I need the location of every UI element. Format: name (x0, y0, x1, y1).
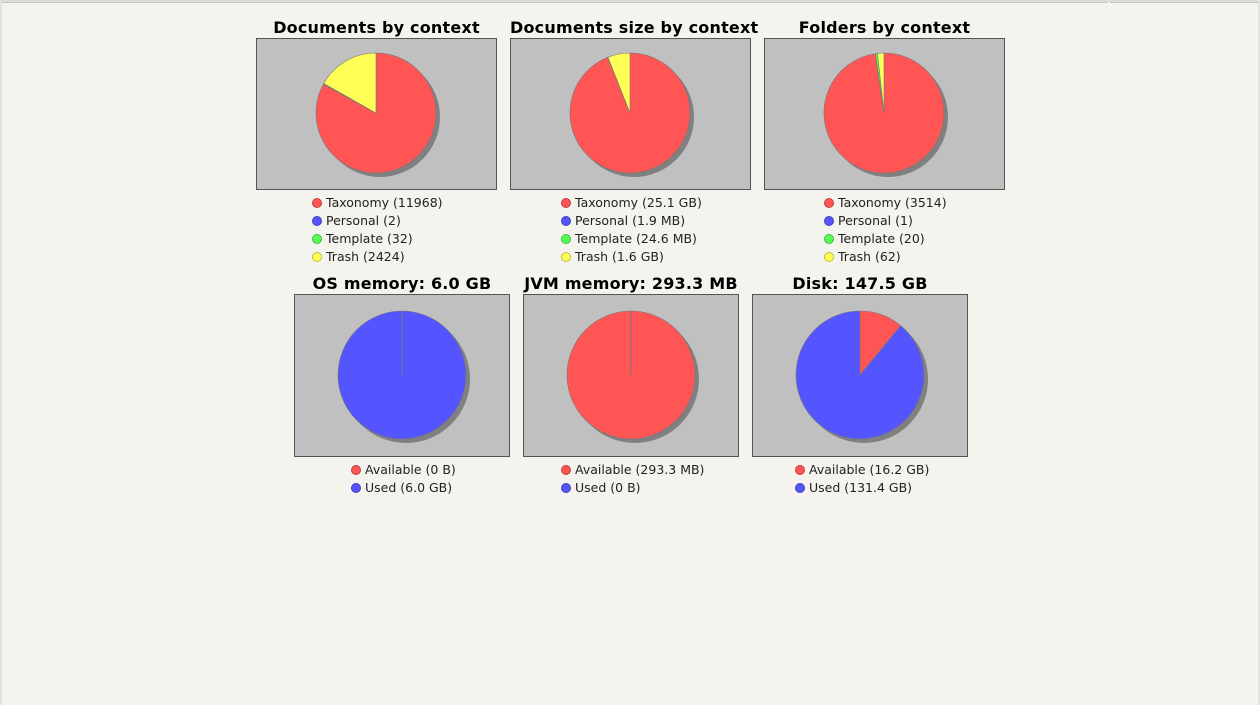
legend-item-personal: Personal (2) (312, 212, 443, 230)
legend-item-used: Used (0 B) (561, 479, 704, 497)
chart-title: Folders by context (798, 18, 971, 37)
legend-label: Used (6.0 GB) (365, 480, 453, 495)
window-right-border (1258, 0, 1260, 705)
chart-plot-area (510, 38, 751, 190)
legend-label: Personal (2) (326, 213, 401, 228)
legend-item-trash: Trash (2424) (312, 248, 443, 266)
legend-swatch-icon (561, 465, 571, 475)
chart-plot-area (256, 38, 497, 190)
legend-swatch-icon (561, 234, 571, 244)
legend-swatch-icon (312, 234, 322, 244)
chart-title: Disk: 147.5 GB (792, 274, 928, 293)
legend-label: Taxonomy (25.1 GB) (575, 195, 702, 210)
legend-label: Trash (2424) (326, 249, 405, 264)
legend-label: Template (32) (326, 231, 413, 246)
legend-swatch-icon (561, 216, 571, 226)
chart-plot-area (752, 294, 968, 457)
pie-chart (337, 310, 470, 443)
legend-swatch-icon (824, 234, 834, 244)
slice-trash (323, 52, 377, 114)
legend-label: Taxonomy (11968) (326, 195, 443, 210)
legend-swatch-icon (351, 483, 361, 493)
chart-title: Documents size by context (510, 18, 759, 37)
legend-item-template: Template (24.6 MB) (561, 230, 702, 248)
chart-os-memory: OS memory: 6.0 GB (294, 274, 510, 457)
legend-swatch-icon (824, 216, 834, 226)
legend-swatch-icon (312, 198, 322, 208)
legend-item-trash: Trash (62) (824, 248, 947, 266)
legend-label: Trash (1.6 GB) (575, 249, 664, 264)
legend-item-used: Used (6.0 GB) (351, 479, 456, 497)
legend-label: Available (293.3 MB) (575, 462, 705, 477)
legend-label: Template (20) (838, 231, 925, 246)
chart-documents-size-by-context: Documents size by context (510, 18, 759, 190)
legend-item-available: Available (0 B) (351, 461, 456, 479)
legend-item-personal: Personal (1.9 MB) (561, 212, 702, 230)
slice-used (795, 310, 925, 440)
legend-label: Used (0 B) (575, 480, 641, 495)
legend-swatch-icon (561, 483, 571, 493)
legend-item-available: Available (293.3 MB) (561, 461, 704, 479)
legend-label: Personal (1.9 MB) (575, 213, 686, 228)
legend-item-trash: Trash (1.6 GB) (561, 248, 702, 266)
slice-trash (877, 52, 885, 114)
slice-trash (607, 52, 631, 114)
chart-plot-area (523, 294, 739, 457)
chart-plot-area (294, 294, 510, 457)
legend-item-template: Template (20) (824, 230, 947, 248)
legend-swatch-icon (561, 198, 571, 208)
legend-item-template: Template (32) (312, 230, 443, 248)
legend-swatch-icon (351, 465, 361, 475)
legend-label: Trash (62) (838, 249, 901, 264)
legend-label: Personal (1) (838, 213, 913, 228)
legend-swatch-icon (795, 465, 805, 475)
legend-swatch-icon (312, 252, 322, 262)
chart-title: Documents by context (273, 18, 480, 37)
chart-title: JVM memory: 293.3 MB (524, 274, 738, 293)
chart-legend-documents: Taxonomy (11968) Personal (2) Template (32… (312, 194, 443, 266)
legend-swatch-icon (824, 252, 834, 262)
chart-folders-by-context: Folders by context (764, 18, 1005, 190)
legend-swatch-icon (824, 198, 834, 208)
chart-documents-by-context: Documents by context (256, 18, 497, 190)
toolbar-separator-right (1110, 2, 1258, 3)
legend-item-used: Used (131.4 GB) (795, 479, 929, 497)
legend-label: Available (0 B) (365, 462, 456, 477)
legend-label: Template (24.6 MB) (575, 231, 697, 246)
legend-item-taxonomy: Taxonomy (25.1 GB) (561, 194, 702, 212)
legend-label: Available (16.2 GB) (809, 462, 930, 477)
pie-chart (315, 52, 440, 177)
window-top-border (0, 0, 1260, 2)
legend-label: Used (131.4 GB) (809, 480, 913, 495)
legend-swatch-icon (795, 483, 805, 493)
pie-chart (569, 52, 694, 177)
legend-item-personal: Personal (1) (824, 212, 947, 230)
toolbar-separator (2, 2, 1108, 3)
pie-chart (795, 310, 928, 443)
chart-plot-area (764, 38, 1005, 190)
legend-label: Taxonomy (3514) (838, 195, 947, 210)
chart-legend-os-memory: Available (0 B) Used (6.0 GB) (351, 461, 456, 497)
legend-swatch-icon (561, 252, 571, 262)
chart-legend-disk: Available (16.2 GB) Used (131.4 GB) (795, 461, 929, 497)
window-left-border (0, 0, 2, 705)
chart-title: OS memory: 6.0 GB (312, 274, 492, 293)
pie-chart (823, 52, 948, 177)
chart-legend-documents-size: Taxonomy (25.1 GB) Personal (1.9 MB) Templ… (561, 194, 702, 266)
legend-swatch-icon (312, 216, 322, 226)
chart-jvm-memory: JVM memory: 293.3 MB (523, 274, 739, 457)
legend-item-available: Available (16.2 GB) (795, 461, 929, 479)
legend-item-taxonomy: Taxonomy (11968) (312, 194, 443, 212)
pie-chart (566, 310, 699, 443)
chart-legend-jvm-memory: Available (293.3 MB) Used (0 B) (561, 461, 704, 497)
legend-item-taxonomy: Taxonomy (3514) (824, 194, 947, 212)
chart-legend-folders: Taxonomy (3514) Personal (1) Template (20)… (824, 194, 947, 266)
chart-disk: Disk: 147.5 GB (752, 274, 968, 457)
